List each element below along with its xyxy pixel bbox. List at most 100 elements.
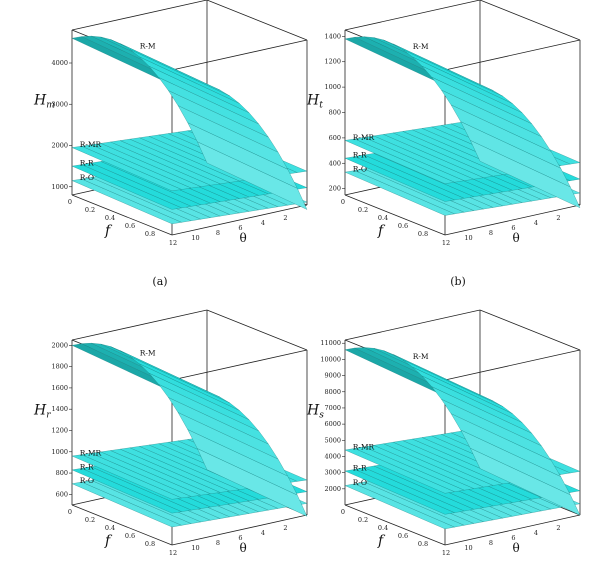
f-tick-label: 0.8	[418, 230, 428, 238]
z-axis-label: Ht	[306, 92, 323, 110]
box-edge	[71, 0, 208, 31]
series-label-r-mr: R-MR	[80, 140, 102, 149]
panel-label: (a)	[152, 275, 167, 288]
box-edge	[444, 39, 581, 71]
z-tick-label: 4000	[51, 59, 68, 67]
z-tick-label: 1200	[324, 58, 341, 66]
z-axis-label: Hr	[33, 402, 51, 420]
box-edge	[71, 309, 208, 341]
f-tick-label: 0.6	[398, 222, 408, 230]
box-edge	[444, 349, 581, 381]
f-axis-label: f	[377, 533, 386, 549]
box-edge	[71, 504, 173, 546]
z-tick-label: 8000	[324, 388, 341, 396]
surface-r-m	[344, 36, 581, 209]
z-tick-label: 1400	[51, 405, 68, 413]
surface-strip	[470, 140, 581, 209]
series-label-r-r: R-R	[80, 159, 94, 168]
series-label-r-r: R-R	[353, 151, 367, 160]
f-tick-label: 0.2	[85, 516, 95, 524]
theta-tick-label: 2	[283, 524, 287, 532]
z-tick-label: 3000	[51, 100, 68, 108]
z-tick-label: 7000	[324, 404, 341, 412]
surface-r-m	[344, 347, 581, 516]
f-tick-label: 0	[68, 508, 72, 516]
theta-tick-label: 12	[169, 239, 177, 247]
chart-panel-4: R-OR-RR-MRR-M200030004000500060007000800…	[306, 309, 581, 557]
theta-tick-label: 8	[216, 539, 220, 547]
theta-tick-label: 4	[534, 219, 538, 227]
series-label-r-r: R-R	[80, 462, 94, 471]
theta-axis-label: θ	[513, 231, 520, 245]
f-tick-label: 0.4	[105, 214, 115, 222]
z-tick-label: 3000	[324, 469, 341, 477]
series-label-r-mr: R-MR	[80, 448, 102, 457]
f-tick-label: 0.6	[125, 222, 135, 230]
box-edge	[171, 204, 308, 236]
box-edge	[71, 194, 173, 236]
f-tick-label: 0.2	[358, 206, 368, 214]
z-tick-label: 800	[329, 109, 341, 117]
z-tick-label: 9000	[324, 372, 341, 380]
theta-tick-label: 6	[238, 224, 242, 232]
series-label-r-o: R-O	[80, 476, 94, 485]
f-tick-label: 0	[68, 198, 72, 206]
z-tick-label: 200	[329, 185, 341, 193]
theta-axis-label: θ	[513, 541, 520, 555]
f-tick-label: 0	[341, 198, 345, 206]
f-tick-label: 0.6	[125, 532, 135, 540]
z-tick-label: 10000	[320, 355, 341, 363]
box-edge	[171, 349, 308, 381]
z-tick-label: 1000	[324, 83, 341, 91]
box-edge	[171, 39, 308, 71]
box-edge	[344, 504, 446, 546]
z-tick-label: 1400	[324, 32, 341, 40]
box-edge	[479, 309, 581, 351]
series-label-r-o: R-O	[353, 478, 367, 487]
theta-tick-label: 2	[556, 524, 560, 532]
series-label-r-o: R-O	[80, 173, 94, 182]
z-tick-label: 600	[329, 134, 341, 142]
z-tick-label: 2000	[51, 341, 68, 349]
series-label-r-o: R-O	[353, 165, 367, 174]
theta-tick-label: 6	[511, 224, 515, 232]
z-tick-label: 4000	[324, 452, 341, 460]
series-label-r-m: R-M	[140, 42, 156, 51]
f-tick-label: 0.2	[85, 206, 95, 214]
theta-axis-label: θ	[240, 541, 247, 555]
theta-tick-label: 10	[464, 544, 472, 552]
theta-tick-label: 8	[489, 539, 493, 547]
panel-label: (b)	[450, 275, 466, 288]
z-axis-label: Hm	[33, 92, 55, 110]
z-tick-label: 1600	[51, 384, 68, 392]
theta-tick-label: 10	[191, 544, 199, 552]
series-label-r-m: R-M	[413, 42, 429, 51]
f-tick-label: 0.8	[418, 540, 428, 548]
f-tick-label: 0.8	[145, 540, 155, 548]
z-tick-label: 1200	[51, 426, 68, 434]
chart-panel-1: R-O R-R R-MR R-M 1000 2000 3000 4000 0 0.2 0.4 0.6 0…	[33, 0, 308, 288]
z-tick-label: 11000	[320, 339, 341, 347]
theta-tick-label: 12	[169, 549, 177, 557]
surface-r-m	[71, 35, 308, 210]
theta-tick-label: 6	[511, 534, 515, 542]
theta-tick-label: 8	[216, 229, 220, 237]
theta-tick-label: 12	[442, 549, 450, 557]
z-tick-label: 1000	[51, 448, 68, 456]
theta-tick-label: 8	[489, 229, 493, 237]
surface-strip	[470, 447, 581, 516]
theta-tick-label: 4	[261, 219, 265, 227]
z-tick-label: 2000	[324, 485, 341, 493]
box-edge	[344, 194, 446, 236]
z-tick-label: 5000	[324, 436, 341, 444]
f-axis-label: f	[104, 223, 113, 239]
box-edge	[444, 204, 581, 236]
box-edge	[206, 0, 308, 41]
series-label-r-mr: R-MR	[353, 442, 375, 451]
theta-tick-label: 10	[191, 234, 199, 242]
box-edge	[344, 309, 481, 341]
theta-tick-label: 6	[238, 534, 242, 542]
box-edge	[444, 514, 581, 546]
z-tick-label: 600	[56, 490, 68, 498]
